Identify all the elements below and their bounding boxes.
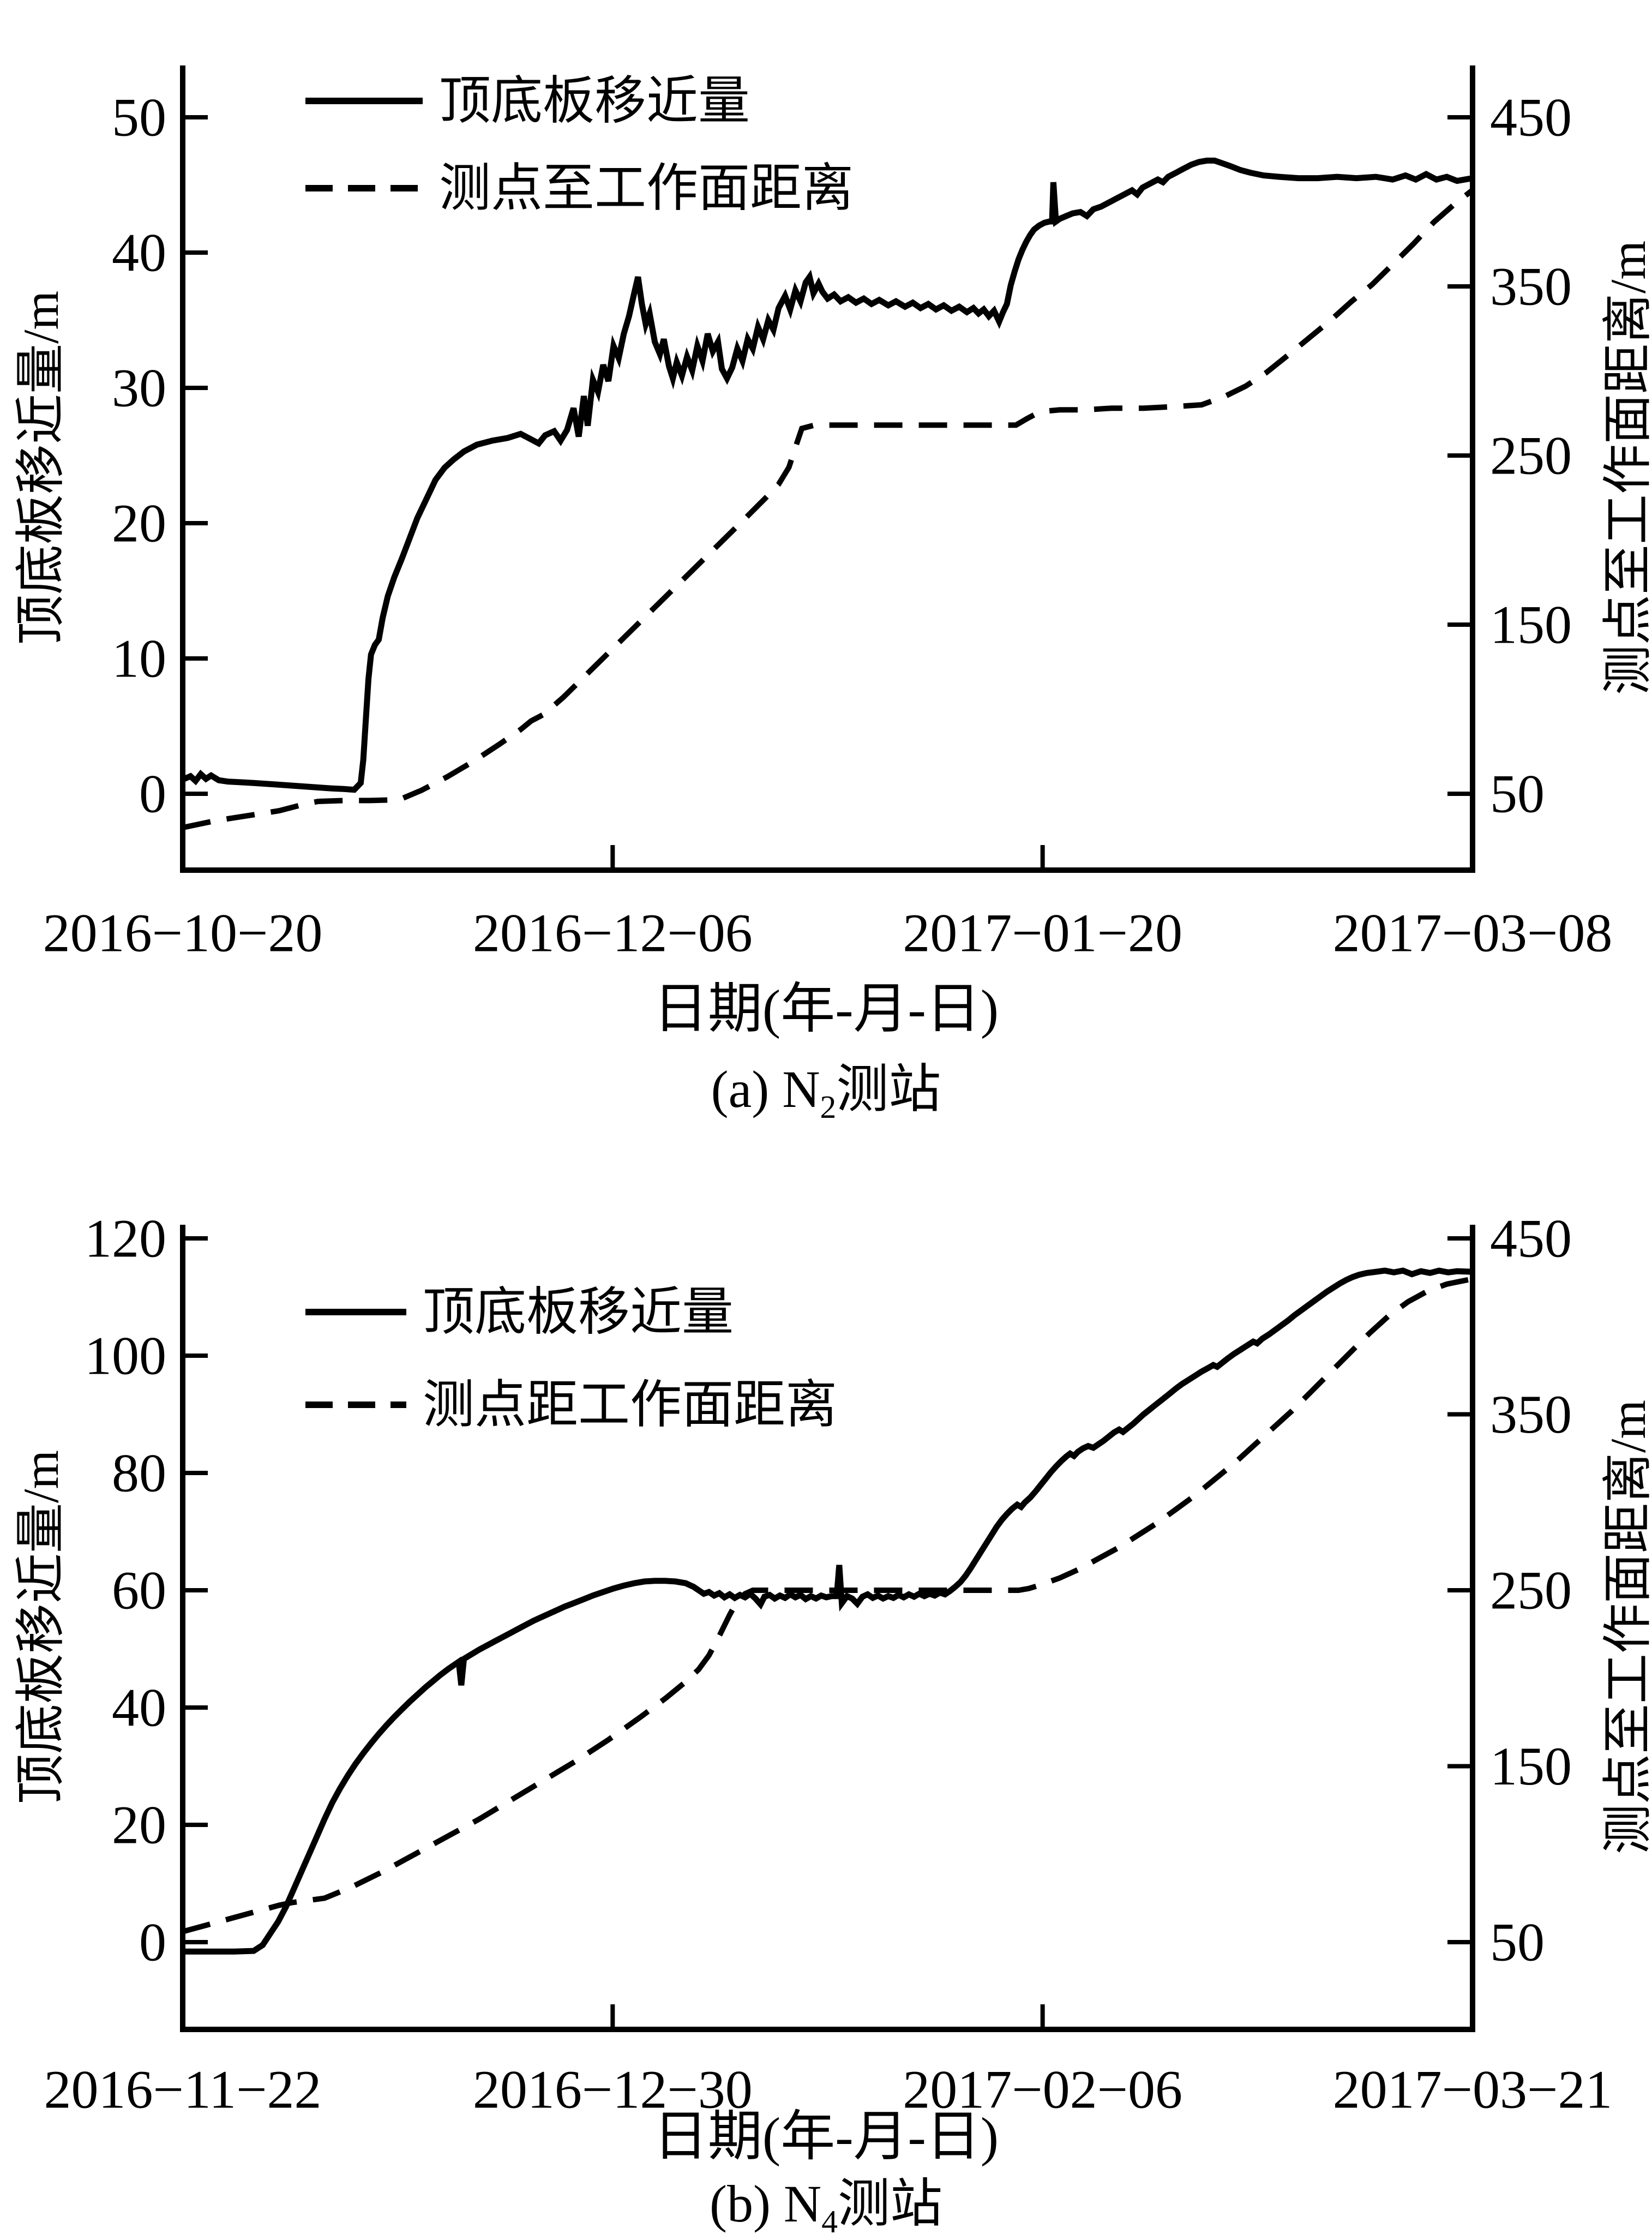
x-tick-label: 2016−12−06: [473, 903, 753, 963]
legend-label: 顶底板移近量: [423, 1283, 734, 1341]
legend-label: 顶底板移近量: [439, 72, 750, 130]
left-tick-label: 50: [112, 87, 166, 148]
caption-a-prefix: (a) N: [711, 1060, 820, 1118]
series-convergence: [181, 157, 1473, 793]
x-tick-label: 2017−01−20: [903, 903, 1182, 963]
left-tick-label: 20: [112, 493, 166, 554]
caption-a-suffix: 测站: [836, 1060, 941, 1118]
x-axis-title-a: 日期(年-月-日): [653, 979, 999, 1039]
right-tick-label: 250: [1490, 426, 1572, 486]
series-convergence: [183, 1267, 1473, 1955]
caption-b: (b) N4测站: [0, 2174, 1652, 2234]
left-tick-label: 80: [112, 1443, 166, 1504]
x-tick-label: 2016−10−20: [43, 903, 323, 963]
x-tick-label: 2016−11−22: [44, 2059, 321, 2120]
legend-label: 测点距工作面距离: [423, 1376, 837, 1434]
right-tick-label: 150: [1490, 595, 1572, 655]
right-tick-label: 350: [1490, 256, 1572, 317]
series-distance: [182, 1276, 1473, 1934]
left-tick-label: 60: [112, 1560, 166, 1621]
chart-a: 0 10 20 30 40 50 50 150 250 350 450 2016−10−20 2016−…: [13, 65, 1652, 963]
right-tick-label: 450: [1490, 1208, 1572, 1269]
x-tick-label: 2016−12−30: [473, 2059, 753, 2120]
x-tick-label: 2017−03−21: [1333, 2059, 1613, 2120]
left-tick-label: 20: [112, 1795, 166, 1855]
right-tick-label: 150: [1490, 1736, 1572, 1796]
right-tick-label: 450: [1490, 87, 1572, 148]
left-tick-label: 40: [112, 1678, 166, 1738]
y-axis-right-title: 测点至工作面距离/m: [1600, 241, 1652, 695]
caption-a-subscript: 2: [820, 1089, 837, 1125]
right-tick-label: 350: [1490, 1384, 1572, 1445]
left-tick-label: 100: [85, 1326, 166, 1386]
left-tick-label: 0: [139, 1912, 166, 1973]
left-tick-label: 10: [112, 628, 166, 689]
caption-b-suffix: 测站: [838, 2175, 943, 2233]
x-tick-label: 2017−02−06: [903, 2059, 1182, 2120]
chart-b: 0 20 40 60 80 100 120 50 150 250 350 450 2016−11−22 2…: [13, 1208, 1652, 2120]
y-axis-left-title: 顶底板移近量/m: [13, 291, 69, 645]
left-tick-label: 30: [112, 358, 166, 418]
y-axis-right-title: 测点至工作面距离/m: [1600, 1400, 1652, 1854]
right-tick-label: 50: [1490, 1912, 1545, 1973]
legend-label: 测点至工作面距离: [439, 159, 854, 217]
right-tick-label: 50: [1490, 764, 1545, 824]
left-tick-label: 120: [85, 1208, 166, 1269]
caption-b-prefix: (b) N: [709, 2175, 822, 2233]
right-tick-label: 250: [1490, 1560, 1572, 1621]
x-tick-label: 2017−03−08: [1333, 903, 1613, 963]
caption-b-subscript: 4: [821, 2203, 838, 2234]
left-tick-label: 40: [112, 223, 166, 283]
x-axis-title-b: 日期(年-月-日): [653, 2106, 999, 2167]
y-axis-left-title: 顶底板移近量/m: [13, 1450, 69, 1804]
series-distance: [182, 188, 1475, 830]
left-tick-label: 0: [139, 764, 166, 824]
caption-a: (a) N2测站: [0, 1059, 1652, 1137]
